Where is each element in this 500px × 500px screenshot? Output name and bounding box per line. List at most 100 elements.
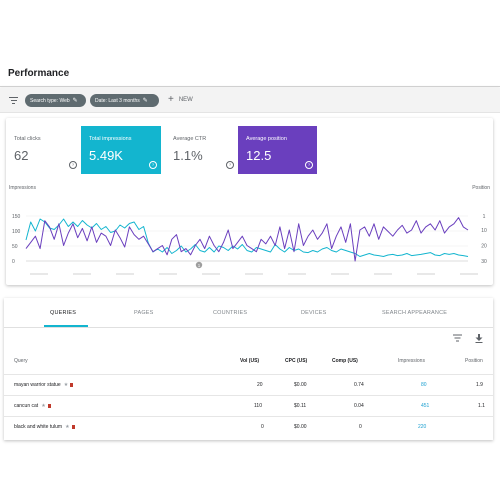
timeline-marker-label: 1	[198, 263, 201, 268]
vol-cell: 0	[261, 424, 264, 430]
metric-label: Total impressions	[89, 136, 132, 142]
cpc-cell: $0.00	[294, 382, 307, 388]
help-icon[interactable]: ?	[305, 161, 313, 169]
x-tick-label	[288, 273, 306, 275]
right-tick-label: 20	[481, 243, 487, 249]
metric-value: 1.1%	[173, 148, 203, 163]
page-title: Performance	[8, 68, 70, 79]
help-icon[interactable]: ?	[69, 161, 77, 169]
metric-total-impressions[interactable]: Total impressions 5.49K ?	[81, 126, 161, 174]
metric-value: 62	[14, 148, 29, 163]
header-divider	[0, 86, 500, 87]
comp-cell: 0	[359, 424, 362, 430]
trash-icon[interactable]	[70, 382, 74, 387]
x-tick-label	[159, 273, 177, 275]
query-cell: black and white tulum ★	[14, 424, 75, 430]
tab-search-appearance[interactable]: SEARCH APPEARANCE	[382, 310, 448, 316]
metric-label: Average position	[246, 136, 287, 142]
star-icon[interactable]: ★	[41, 403, 46, 409]
queries-table-card: QUERIES PAGES COUNTRIES DEVICES SEARCH A…	[4, 298, 493, 440]
left-tick-label: 100	[12, 229, 21, 235]
chip-label: Date: Last 3 months	[95, 97, 140, 104]
filter-icon[interactable]	[9, 97, 18, 104]
metric-label: Total clicks	[14, 136, 41, 142]
column-header-cpc[interactable]: CPC (US)	[285, 358, 308, 364]
pencil-icon: ✎	[142, 98, 148, 104]
right-tick-label: 10	[481, 228, 487, 234]
new-filter-label: NEW	[178, 97, 193, 103]
query-cell: cancun cat ★	[14, 403, 51, 409]
tab-devices[interactable]: DEVICES	[301, 310, 327, 316]
x-tick-label	[374, 273, 392, 275]
left-tick-label: 0	[12, 259, 15, 265]
x-tick-label	[73, 273, 91, 275]
x-tick-label	[460, 273, 478, 275]
column-header-impressions[interactable]: Impressions	[398, 358, 425, 364]
series-line-impressions	[25, 218, 469, 257]
vol-cell: 110	[254, 403, 262, 409]
new-filter-button[interactable]: + NEW	[168, 95, 193, 105]
star-icon[interactable]: ★	[65, 424, 70, 430]
right-axis-title: Position	[472, 185, 490, 191]
metric-total-clicks[interactable]: Total clicks 62 ?	[6, 126, 81, 174]
metric-average-ctr[interactable]: Average CTR 1.1% ?	[165, 126, 238, 174]
impressions-cell[interactable]: 80	[421, 382, 427, 388]
date-range-chip[interactable]: Date: Last 3 months ✎	[90, 94, 159, 107]
active-tab-indicator	[44, 325, 88, 327]
download-icon[interactable]	[475, 334, 483, 343]
metric-label: Average CTR	[173, 136, 207, 142]
query-text: mayan warrior statue	[14, 382, 61, 388]
column-header-query[interactable]: Query	[14, 358, 28, 364]
left-axis-title: Impressions	[9, 185, 36, 191]
filter-bar: Search type: Web ✎ Date: Last 3 months ✎…	[0, 88, 500, 113]
query-text: cancun cat	[14, 403, 39, 409]
metric-value: 12.5	[246, 148, 272, 163]
filter-rows-icon[interactable]	[453, 334, 462, 342]
comp-cell: 0.74	[354, 382, 364, 388]
metric-average-position[interactable]: Average position 12.5 ?	[238, 126, 317, 174]
tabs-divider	[4, 327, 493, 328]
x-tick-label	[245, 273, 263, 275]
table-row[interactable]: black and white tulum ★ 0 $0.00 0 220	[4, 416, 493, 437]
comp-cell: 0.04	[354, 403, 364, 409]
star-icon[interactable]: ★	[63, 382, 69, 388]
query-text: black and white tulum	[14, 424, 63, 430]
cpc-cell: $0.00	[294, 424, 307, 430]
search-type-chip[interactable]: Search type: Web ✎	[25, 94, 86, 107]
right-tick-label: 1	[483, 214, 486, 220]
column-header-comp[interactable]: Comp (US)	[332, 358, 358, 364]
x-tick-label	[30, 273, 48, 275]
chip-label: Search type: Web	[30, 97, 70, 104]
performance-card: Total clicks 62 ? Total impressions 5.49…	[6, 118, 493, 285]
query-cell: mayan warrior statue ★	[14, 382, 74, 388]
x-tick-label	[331, 273, 349, 275]
column-header-vol[interactable]: Vol (US)	[240, 358, 260, 364]
left-tick-label: 150	[12, 214, 21, 220]
right-tick-label: 30	[481, 259, 487, 265]
position-cell: 1.1	[478, 403, 485, 409]
impressions-cell[interactable]: 451	[421, 403, 430, 409]
cpc-cell: $0.11	[294, 403, 307, 409]
impressions-cell[interactable]: 220	[418, 424, 427, 430]
plus-icon: +	[168, 94, 174, 105]
position-cell: 1.9	[476, 382, 483, 388]
help-icon[interactable]: ?	[226, 161, 234, 169]
vol-cell: 20	[257, 382, 263, 388]
tab-countries[interactable]: COUNTRIES	[213, 310, 248, 316]
metric-value: 5.49K	[89, 148, 123, 163]
table-row[interactable]: mayan warrior statue ★ 20 $0.00 0.74 80 1…	[4, 374, 493, 395]
x-tick-label	[417, 273, 435, 275]
trash-icon[interactable]	[71, 424, 75, 429]
pencil-icon: ✎	[72, 98, 78, 104]
help-icon[interactable]: ?	[149, 161, 157, 169]
tab-pages[interactable]: PAGES	[134, 310, 154, 316]
trash-icon[interactable]	[47, 403, 51, 408]
timeline-marker-icon	[195, 261, 203, 269]
performance-chart: Impressions Position 150 100 50 0 1 10 20 30 1	[9, 185, 490, 275]
table-row[interactable]: cancun cat ★ 110 $0.11 0.04 451 1.1	[4, 395, 493, 416]
left-tick-label: 50	[12, 244, 18, 250]
series-line-position	[25, 217, 469, 262]
x-tick-label	[116, 273, 134, 275]
tab-queries[interactable]: QUERIES	[50, 310, 77, 316]
column-header-position[interactable]: Position	[465, 358, 483, 364]
